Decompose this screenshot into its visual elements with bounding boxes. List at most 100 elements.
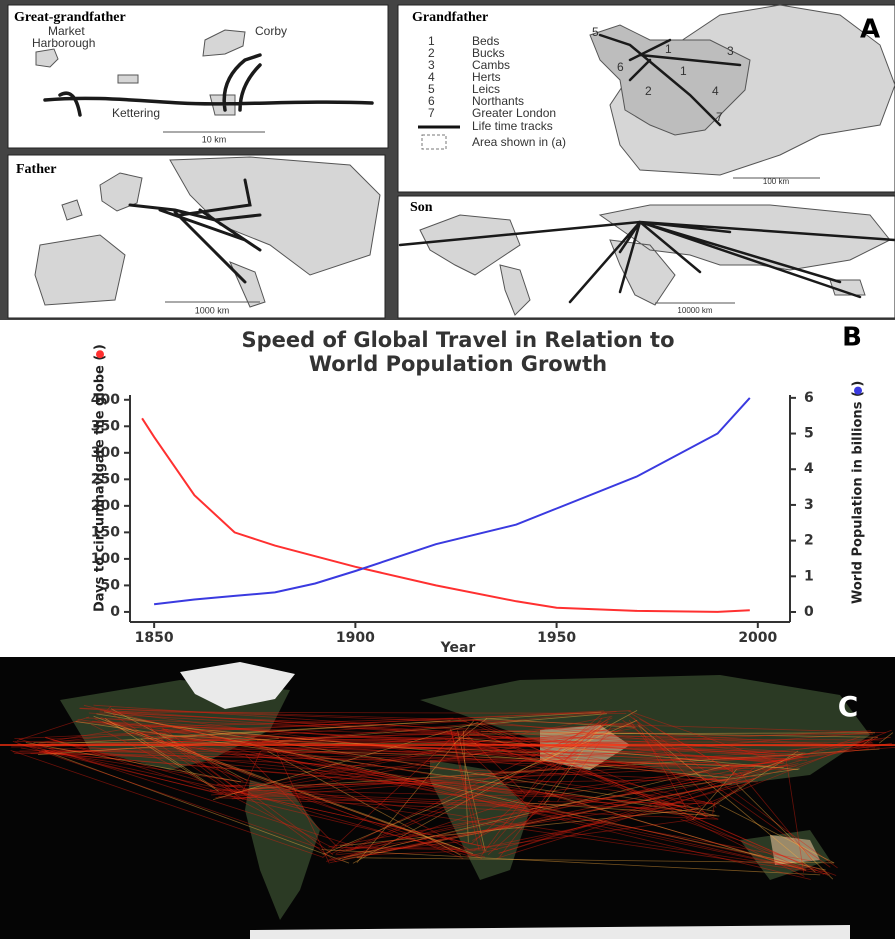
flight-route	[76, 721, 773, 757]
panel-letter: B	[842, 323, 862, 353]
flight-route	[481, 722, 630, 735]
flight-route	[480, 722, 715, 817]
flight-route	[444, 739, 875, 749]
flight-route	[278, 713, 607, 743]
flight-route	[10, 750, 324, 858]
panel-letter: A	[860, 15, 880, 45]
flight-route	[256, 753, 530, 804]
flight-route	[337, 764, 730, 860]
flight-route	[37, 746, 681, 807]
legend-label: Leics	[472, 82, 500, 96]
legend-number: 3	[428, 58, 435, 72]
flight-route	[472, 799, 550, 841]
flight-route	[174, 719, 475, 743]
flight-route	[549, 749, 721, 782]
flight-route	[350, 755, 572, 851]
flight-route	[488, 737, 779, 756]
flight-route	[257, 733, 874, 741]
flight-route	[701, 813, 706, 817]
flight-route	[153, 737, 807, 761]
flight-route	[742, 753, 803, 776]
flight-route	[450, 729, 485, 853]
y-tick-label: 150	[91, 524, 120, 540]
map-number: 7	[716, 110, 723, 124]
place-label: Market	[48, 24, 85, 38]
y2-axis-label: World Population in billions ( )	[851, 381, 866, 604]
flight-route	[49, 733, 166, 740]
flight-route	[633, 717, 717, 808]
flight-route	[478, 723, 880, 748]
panel-letter: C	[838, 690, 859, 723]
flight-route	[96, 713, 715, 812]
flight-route	[735, 766, 756, 782]
flight-route	[167, 741, 176, 745]
flight-route	[98, 723, 480, 737]
flight-route	[38, 711, 602, 746]
flight-route	[14, 710, 631, 740]
land	[117, 74, 236, 116]
y2-tick-label: 1	[804, 568, 814, 584]
flight-route	[454, 737, 799, 770]
flight-route	[44, 736, 224, 795]
flight-route	[14, 752, 797, 767]
y-tick-label: 200	[91, 498, 120, 514]
series-line	[141, 417, 750, 613]
flight-route	[144, 736, 882, 741]
y2-tick-label: 6	[804, 390, 814, 406]
x-tick-label: 2000	[738, 630, 777, 646]
legend-label: Greater London	[472, 106, 556, 120]
flight-route	[147, 724, 168, 745]
place-label: Harborough	[32, 36, 95, 50]
flight-route	[44, 750, 350, 864]
flight-route	[162, 727, 334, 855]
flight-route	[878, 732, 894, 744]
flight-route	[350, 850, 476, 856]
flight-route	[335, 805, 548, 854]
flight-route	[15, 739, 164, 743]
flight-route	[44, 750, 486, 858]
x-axis-label: Year	[440, 640, 476, 656]
flight-route	[356, 857, 834, 864]
flight-route	[213, 722, 479, 800]
legend-number: 5	[428, 82, 435, 96]
flight-route	[493, 717, 603, 845]
flight-route	[103, 711, 826, 871]
flight-route	[93, 715, 461, 850]
flight-route	[476, 722, 810, 868]
flight-route	[450, 728, 480, 851]
flight-route	[553, 758, 785, 762]
flight-route	[160, 735, 546, 763]
flight-route	[38, 751, 578, 753]
chart-title: World Population Growth	[309, 352, 607, 376]
track	[598, 33, 742, 127]
flight-route	[456, 730, 871, 751]
flight-route	[267, 750, 462, 856]
flight-route	[143, 717, 454, 728]
flight-route	[470, 720, 609, 845]
map-number: 5	[592, 25, 599, 39]
flight-route	[39, 752, 537, 796]
flight-route	[338, 770, 752, 852]
flight-route	[330, 778, 755, 864]
flight-route	[104, 718, 219, 792]
map-number: 3	[727, 44, 734, 58]
y-tick-label: 250	[91, 471, 120, 487]
y-tick-label: 0	[110, 604, 120, 620]
scale-label: 100 km	[763, 177, 790, 186]
flight-route	[275, 750, 330, 864]
legend-label: Northants	[472, 94, 524, 108]
land	[35, 48, 59, 68]
flight-route	[172, 726, 729, 779]
flight-route	[475, 731, 557, 767]
flight-route	[481, 765, 548, 856]
flight-route	[446, 732, 719, 820]
y-tick-label: 100	[91, 551, 120, 567]
flight-route	[174, 742, 525, 797]
flight-route	[472, 719, 809, 759]
flight-route	[545, 792, 807, 871]
legend-label: Herts	[472, 70, 501, 84]
flight-route	[537, 801, 720, 805]
flight-route	[142, 710, 605, 735]
flight-route	[618, 726, 626, 728]
